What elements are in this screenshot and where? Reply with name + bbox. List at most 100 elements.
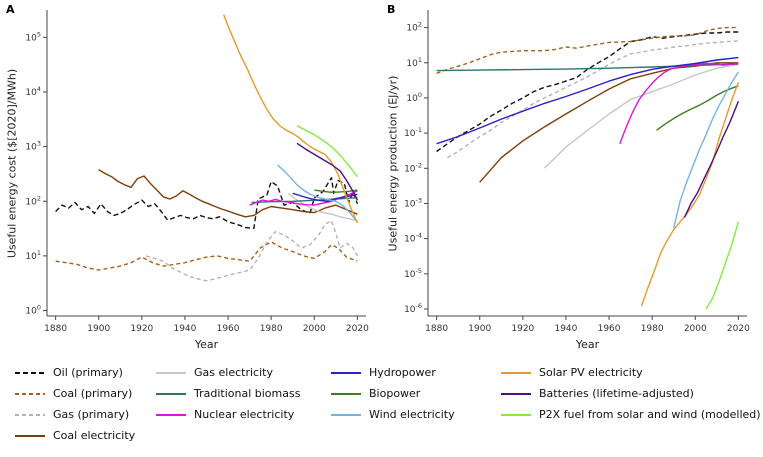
legend-marker-coal-primary xyxy=(15,392,45,395)
legend-marker-hydropower xyxy=(331,371,361,374)
y-tick-label: 102 xyxy=(25,194,41,207)
series-line-coal-primary xyxy=(55,241,358,271)
series-line-coal-primary xyxy=(436,26,739,74)
x-tick-label: 1980 xyxy=(641,324,664,334)
legend-label-solar-pv-electricity: Solar PV electricity xyxy=(539,366,643,379)
y-tick-label: 10-6 xyxy=(404,302,422,315)
axes: 1880 1900 1920 1940 1960 1980 2000 2020 10-6 10-5… xyxy=(404,10,750,334)
legend-item-traditional-biomass: Traditional biomass xyxy=(155,387,300,400)
legend-label-gas-electricity: Gas electricity xyxy=(194,366,273,379)
y-tick-label: 101 xyxy=(25,249,41,262)
x-tick-label: 1880 xyxy=(425,324,448,334)
y-tick-label: 105 xyxy=(25,30,41,43)
series-line-traditional-biomass xyxy=(251,197,358,204)
legend-item-solar-pv-electricity: Solar PV electricity xyxy=(500,366,761,379)
series-line-nuclear-electricity xyxy=(619,62,739,144)
y-tick-label: 10-4 xyxy=(404,232,422,245)
legend-marker-batteries-lifetime-adjusted xyxy=(501,392,531,395)
figure: A Useful energy cost ($[2020]/MWh) 1880 1… xyxy=(0,0,751,362)
legend-column-2: Gas electricity Traditional biomass Nuclea… xyxy=(155,366,300,421)
legend-marker-biopower xyxy=(331,392,361,395)
legend-label-biopower: Biopower xyxy=(369,387,421,400)
series-line-batteries-lifetime-adjusted xyxy=(296,142,359,201)
x-tick-label: 2020 xyxy=(727,324,750,334)
y-tick-label: 10-3 xyxy=(404,196,422,209)
x-tick-label: 2000 xyxy=(303,324,326,334)
legend-item-oil-primary: Oil (primary) xyxy=(14,366,135,379)
series-line-nuclear-electricity xyxy=(249,190,358,206)
x-tick-label: 1940 xyxy=(554,324,577,334)
legend-marker-nuclear-electricity xyxy=(156,413,186,416)
series-group xyxy=(55,14,359,282)
series-line-wind-electricity xyxy=(277,164,358,223)
x-tick-label: 1960 xyxy=(217,324,240,334)
legend-column-3: Hydropower Biopower Wind electricity xyxy=(330,366,455,421)
series-line-wind-electricity xyxy=(673,71,739,229)
legend-item-gas-electricity: Gas electricity xyxy=(155,366,300,379)
panel-b-x-axis-title: Year xyxy=(575,338,600,351)
series-line-p2x-fuel-from-solar-and-wind-modelled xyxy=(705,221,740,310)
legend-item-gas-primary: Gas (primary) xyxy=(14,408,135,421)
legend-marker-gas-electricity xyxy=(156,371,186,374)
series-line-hydropower xyxy=(436,56,739,145)
series-line-batteries-lifetime-adjusted xyxy=(683,101,740,218)
legend-label-oil-primary: Oil (primary) xyxy=(53,366,123,379)
legend-marker-p2x-fuel-from-solar-and-wind-modelled xyxy=(501,413,531,416)
series-line-gas-primary xyxy=(145,220,359,282)
y-tick-label: 100 xyxy=(25,304,41,317)
legend-marker-gas-primary xyxy=(15,413,45,416)
legend-marker-coal-electricity xyxy=(15,434,45,437)
series-line-solar-pv-electricity xyxy=(223,14,359,224)
series-line-gas-primary xyxy=(447,40,739,159)
series-line-hydropower xyxy=(292,192,358,202)
legend-item-biopower: Biopower xyxy=(330,387,455,400)
legend-label-wind-electricity: Wind electricity xyxy=(369,408,455,421)
legend-item-wind-electricity: Wind electricity xyxy=(330,408,455,421)
legend-column-1: Oil (primary) Coal (primary) Gas (primary)… xyxy=(14,366,135,442)
x-tick-label: 1920 xyxy=(130,324,153,334)
panel-a-letter: A xyxy=(6,3,15,16)
legend-label-coal-electricity: Coal electricity xyxy=(53,429,136,442)
series-line-coal-electricity xyxy=(479,62,739,183)
x-tick-label: 1900 xyxy=(468,324,491,334)
x-tick-label: 1920 xyxy=(511,324,534,334)
y-tick-label: 103 xyxy=(25,140,41,153)
legend-label-traditional-biomass: Traditional biomass xyxy=(194,387,301,400)
panel-a-plot: 1880 1900 1920 1940 1960 1980 2000 2020 100 101 10… xyxy=(25,10,369,334)
legend-item-nuclear-electricity: Nuclear electricity xyxy=(155,408,300,421)
legend-marker-solar-pv-electricity xyxy=(501,371,531,374)
y-tick-label: 10-2 xyxy=(404,161,422,174)
legend-marker-wind-electricity xyxy=(331,413,361,416)
panel-b-y-axis-title: Useful energy production (EJ/yr) xyxy=(386,75,400,252)
panel-b-letter: B xyxy=(387,3,396,16)
x-tick-label: 1900 xyxy=(87,324,110,334)
legend-marker-oil-primary xyxy=(15,371,45,374)
y-tick-label: 100 xyxy=(406,91,422,104)
y-tick-label: 10-1 xyxy=(404,126,422,139)
legend-label-hydropower: Hydropower xyxy=(369,366,436,379)
series-line-oil-primary xyxy=(55,177,359,229)
x-tick-label: 1940 xyxy=(173,324,196,334)
series-line-coal-electricity xyxy=(98,169,358,218)
y-tick-label: 102 xyxy=(406,21,422,34)
series-line-oil-primary xyxy=(436,31,739,153)
legend-item-hydropower: Hydropower xyxy=(330,366,455,379)
panel-b-plot: 1880 1900 1920 1940 1960 1980 2000 2020 10-6 10-5… xyxy=(404,10,750,334)
series-line-solar-pv-electricity xyxy=(640,81,740,307)
series-line-gas-electricity xyxy=(543,63,739,169)
legend-item-coal-primary: Coal (primary) xyxy=(14,387,135,400)
legend-label-coal-primary: Coal (primary) xyxy=(53,387,133,400)
legend-item-coal-electricity: Coal electricity xyxy=(14,429,135,442)
x-tick-label: 1980 xyxy=(260,324,283,334)
series-line-biopower xyxy=(314,189,358,193)
series-group xyxy=(436,26,740,310)
x-tick-label: 1960 xyxy=(598,324,621,334)
axes: 1880 1900 1920 1940 1960 1980 2000 2020 100 101 10… xyxy=(25,10,369,334)
legend-item-p2x-fuel-from-solar-and-wind-modelled: P2X fuel from solar and wind (modelled) xyxy=(500,408,761,421)
series-line-p2x-fuel-from-solar-and-wind-modelled xyxy=(296,125,358,178)
x-tick-label: 1880 xyxy=(44,324,67,334)
panel-a: A Useful energy cost ($[2020]/MWh) 1880 1… xyxy=(0,0,381,362)
legend-marker-traditional-biomass xyxy=(156,392,186,395)
legend-label-batteries-lifetime-adjusted: Batteries (lifetime-adjusted) xyxy=(539,387,694,400)
panel-a-x-axis-title: Year xyxy=(194,338,219,351)
